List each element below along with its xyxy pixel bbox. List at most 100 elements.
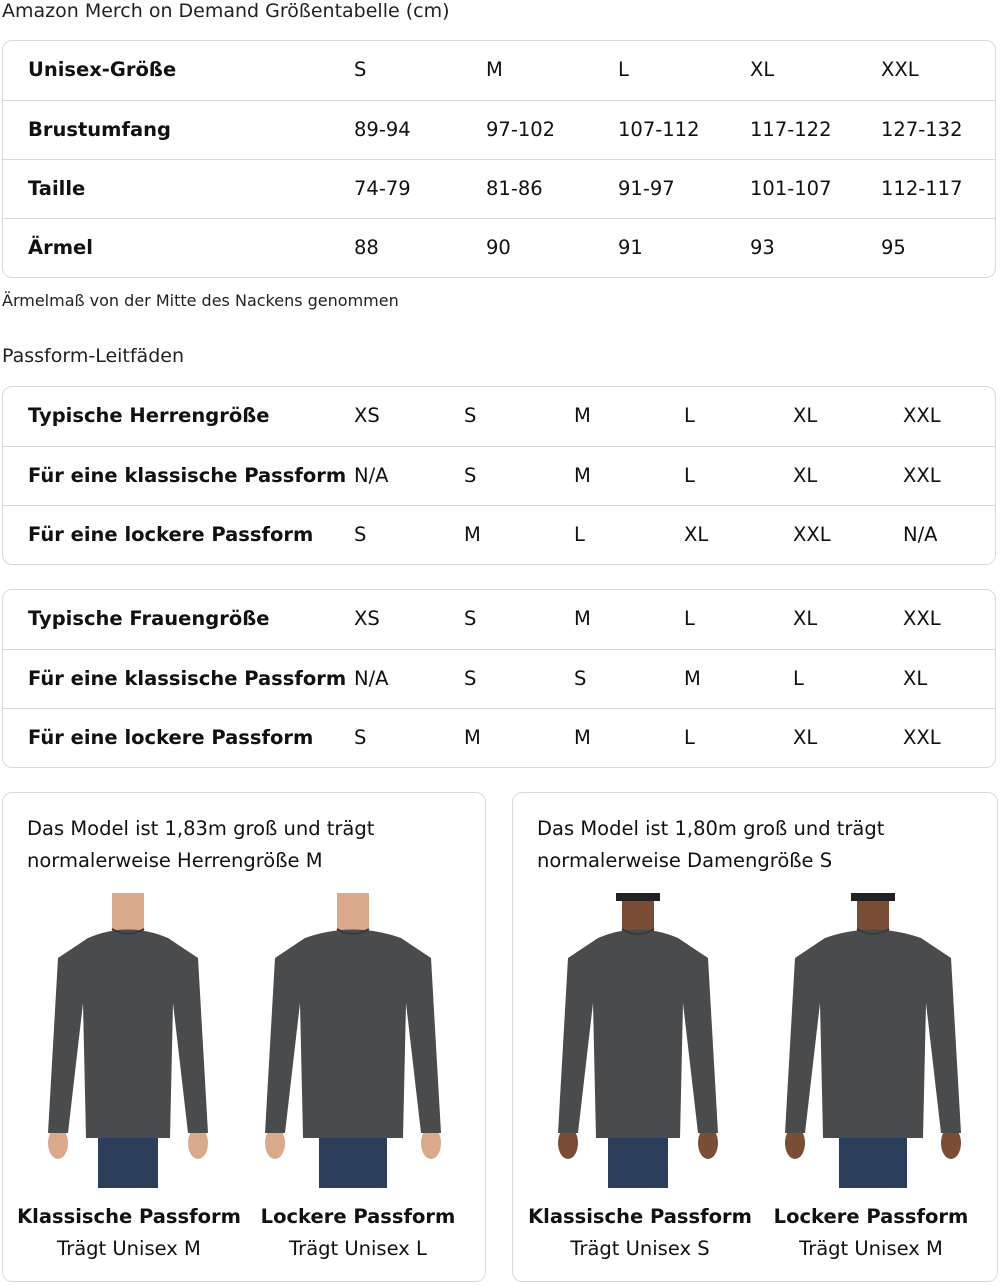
men-fit-table: Typische Herrengröße XS S M L XL XXL Für eine k… (2, 386, 996, 565)
table-cell: L (684, 607, 695, 630)
row-label: Typische Frauengröße (28, 607, 270, 630)
table-cell: XL (750, 58, 775, 81)
table-cell: XS (354, 607, 380, 630)
table-cell: 107-112 (618, 118, 700, 141)
table-cell: S (354, 523, 367, 546)
model-photo (785, 893, 961, 1188)
fit-label: Lockere Passform (260, 1205, 456, 1228)
model-line1: Das Model ist 1,80m groß und trägt (537, 817, 885, 840)
table-cell: 117-122 (750, 118, 832, 141)
table-cell: S (354, 58, 367, 81)
table-cell: M (574, 464, 591, 487)
table-cell: 81-86 (486, 177, 543, 200)
table-cell: 93 (750, 236, 775, 259)
hand (941, 1127, 961, 1159)
table-row: Für eine lockere Passform S M M L XL XXL (3, 708, 995, 767)
table-cell: 101-107 (750, 177, 832, 200)
row-label: Für eine lockere Passform (28, 523, 314, 546)
model-line1: Das Model ist 1,83m groß und trägt (27, 817, 375, 840)
table-cell: L (618, 58, 629, 81)
table-cell: 88 (354, 236, 379, 259)
table-cell: XXL (903, 607, 941, 630)
table-cell: L (684, 464, 695, 487)
size-chart-title: Amazon Merch on Demand Größentabelle (cm… (2, 0, 450, 22)
table-row: Für eine klassische Passform N/A S S M L XL (3, 649, 995, 708)
table-cell: S (464, 607, 477, 630)
table-cell: L (684, 726, 695, 749)
model-description: Das Model ist 1,80m groß und trägt normal… (537, 813, 884, 877)
table-row: Typische Herrengröße XS S M L XL XXL (3, 387, 995, 446)
table-cell: L (793, 667, 804, 690)
table-cell: N/A (354, 464, 389, 487)
table-cell: XL (903, 667, 928, 690)
shirt (558, 929, 718, 1138)
hand (188, 1127, 208, 1159)
hand (785, 1127, 805, 1159)
fit-guides-title: Passform-Leitfäden (2, 345, 184, 367)
table-cell: 95 (881, 236, 906, 259)
table-cell: XL (793, 464, 818, 487)
table-cell: 74-79 (354, 177, 411, 200)
table-row: Unisex-Größe S M L XL XXL (3, 41, 995, 100)
table-cell: XL (793, 404, 818, 427)
photo-caption: Klassische Passform Trägt Unisex M (14, 1201, 244, 1265)
model-image (253, 893, 453, 1188)
row-label: Brustumfang (28, 118, 171, 141)
hand (558, 1127, 578, 1159)
table-cell: XL (793, 607, 818, 630)
shirt (785, 929, 961, 1138)
table-cell: XL (793, 726, 818, 749)
table-cell: M (464, 523, 481, 546)
table-cell: XXL (903, 404, 941, 427)
row-label: Für eine klassische Passform (28, 667, 347, 690)
table-cell: L (574, 523, 585, 546)
table-row: Taille 74-79 81-86 91-97 101-107 112-117 (3, 159, 995, 218)
fit-label: Klassische Passform (528, 1205, 752, 1228)
table-row: Für eine klassische Passform N/A S M L XL XXL (3, 446, 995, 505)
table-cell: 112-117 (881, 177, 963, 200)
table-row: Ärmel 88 90 91 93 95 (3, 218, 995, 277)
row-label: Unisex-Größe (28, 58, 177, 81)
hand (48, 1127, 68, 1159)
table-cell: 91 (618, 236, 643, 259)
sleeve-note: Ärmelmaß von der Mitte des Nackens genom… (2, 291, 399, 310)
model-description: Das Model ist 1,83m groß und trägt normal… (27, 813, 374, 877)
table-cell: M (574, 726, 591, 749)
table-cell: 91-97 (618, 177, 675, 200)
table-cell: S (464, 667, 477, 690)
table-cell: M (574, 607, 591, 630)
wears-size: Trägt Unisex L (289, 1237, 427, 1260)
row-label: Taille (28, 177, 86, 200)
table-cell: XS (354, 404, 380, 427)
table-cell: 97-102 (486, 118, 556, 141)
table-row: Für eine lockere Passform S M L XL XXL N/A (3, 505, 995, 564)
row-label: Für eine lockere Passform (28, 726, 314, 749)
table-cell: XXL (881, 58, 919, 81)
hand (421, 1127, 441, 1159)
model-image (28, 893, 228, 1188)
table-cell: N/A (354, 667, 389, 690)
model-photo (558, 893, 718, 1188)
photo-caption: Lockere Passform Trägt Unisex L (243, 1201, 473, 1265)
table-cell: M (464, 726, 481, 749)
photo-caption: Klassische Passform Trägt Unisex S (525, 1201, 755, 1265)
row-label: Ärmel (28, 236, 93, 259)
fit-label: Klassische Passform (17, 1205, 241, 1228)
model-image (773, 893, 973, 1188)
table-cell: 127-132 (881, 118, 963, 141)
hand (265, 1127, 285, 1159)
table-cell: M (486, 58, 503, 81)
table-row: Brustumfang 89-94 97-102 107-112 117-122 127-… (3, 100, 995, 159)
fit-label: Lockere Passform (773, 1205, 969, 1228)
shirt (265, 929, 441, 1138)
unisex-size-table: Unisex-Größe S M L XL XXL Brustumfang 89-94 97-1… (2, 40, 996, 278)
table-cell: XXL (903, 726, 941, 749)
shirt (48, 929, 208, 1138)
table-cell: N/A (903, 523, 938, 546)
table-cell: L (684, 404, 695, 427)
neck (337, 893, 369, 933)
table-cell: M (684, 667, 701, 690)
hair (851, 893, 895, 901)
model-photo (48, 893, 208, 1188)
model-line2: normalerweise Herrengröße M (27, 849, 323, 872)
